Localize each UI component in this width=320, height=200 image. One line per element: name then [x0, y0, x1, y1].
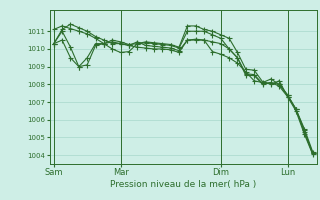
- X-axis label: Pression niveau de la mer( hPa ): Pression niveau de la mer( hPa ): [110, 180, 256, 189]
